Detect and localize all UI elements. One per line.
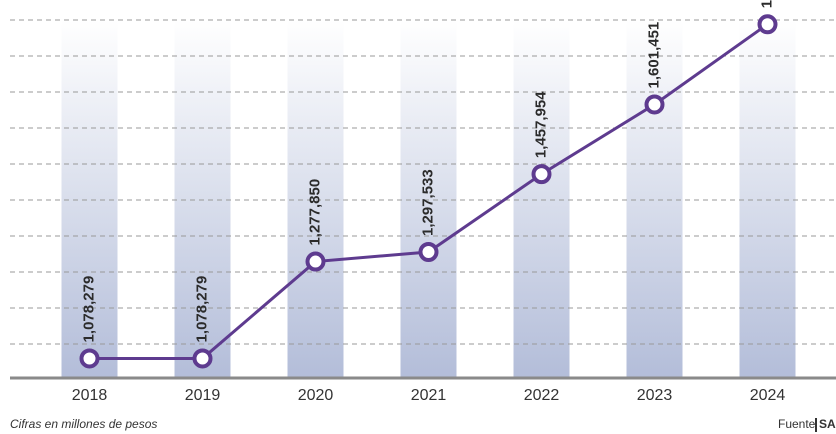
x-tick-label: 2023 (637, 387, 673, 404)
point (418, 241, 439, 262)
data-label: 1,601,451 (645, 22, 662, 89)
point (531, 164, 552, 185)
data-label: 1,277,850 (306, 179, 323, 246)
note: Cifras en millones de pesos (10, 417, 157, 431)
x-tick-label: 2020 (298, 387, 334, 404)
point (192, 348, 213, 369)
x-tick-label: 2021 (411, 387, 447, 404)
column-band (287, 20, 344, 378)
point (644, 94, 665, 115)
data-label: 1,078,279 (193, 276, 210, 343)
data-label: 1,457,954 (532, 91, 549, 158)
x-tick-label: 2022 (524, 387, 560, 404)
point (305, 251, 326, 272)
column-band (61, 20, 118, 378)
x-tick-label: 2024 (750, 387, 786, 404)
data-label: 1,766,612 (758, 0, 775, 8)
column-band (174, 20, 231, 378)
point (79, 348, 100, 369)
column-band (626, 20, 683, 378)
point (757, 14, 778, 35)
data-label: 1,078,279 (80, 276, 97, 343)
x-tick-label: 2019 (185, 387, 221, 404)
column-band (739, 20, 796, 378)
data-label: 1,297,533 (419, 169, 436, 236)
source: Fuente (778, 417, 816, 431)
column-band (400, 20, 457, 378)
x-tick-label: 2018 (72, 387, 108, 404)
source-name: SA (819, 417, 836, 431)
column-band (513, 20, 570, 378)
